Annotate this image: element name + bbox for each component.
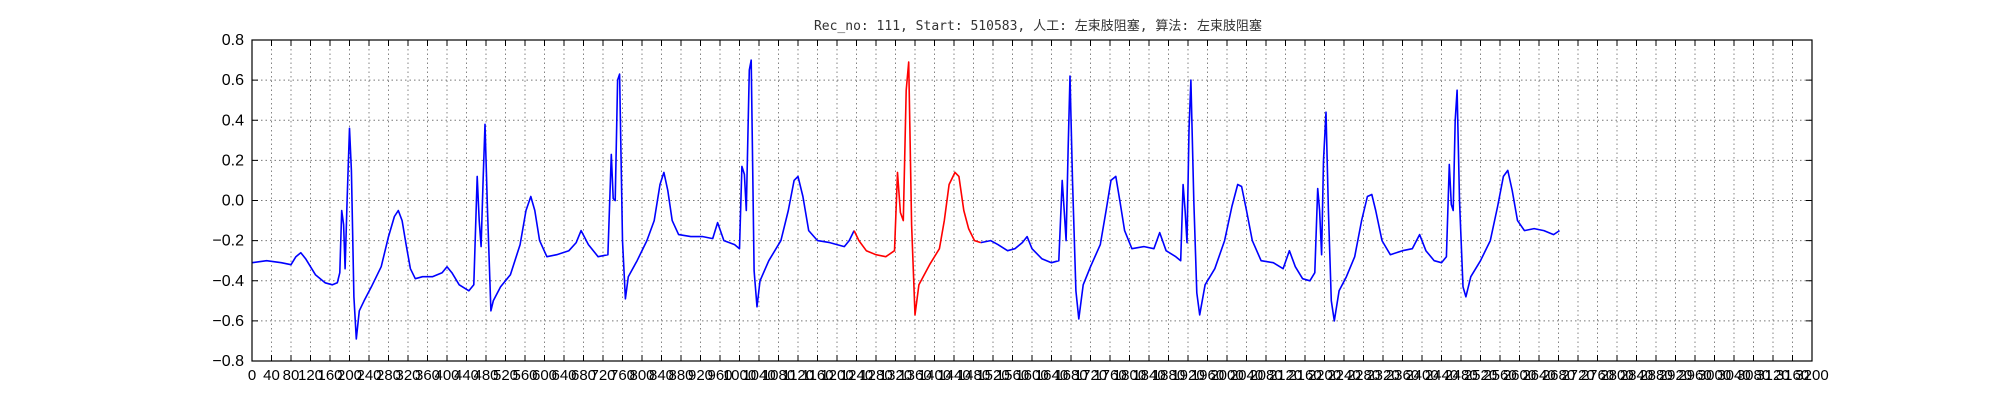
x-tick-label: 720: [590, 367, 615, 384]
x-tick-label: 440: [454, 367, 479, 384]
x-tick-label: 2040: [1230, 367, 1263, 384]
x-tick-label: 2080: [1249, 367, 1282, 384]
x-tick-label: 2920: [1659, 367, 1692, 384]
x-tick-label: 1040: [742, 367, 775, 384]
y-tick-label: 0.2: [222, 152, 244, 169]
x-tick-label: 1160: [801, 367, 833, 384]
y-tick-label: 0.6: [222, 72, 244, 89]
x-tick-label: 2000: [1210, 367, 1243, 384]
x-tick-label: 1080: [762, 367, 795, 384]
x-tick-label: 2800: [1600, 367, 1633, 384]
x-tick-label: 80: [283, 367, 300, 384]
x-tick-label: 480: [473, 367, 498, 384]
x-tick-label: 2440: [1425, 367, 1458, 384]
x-tick-label: 1240: [840, 367, 873, 384]
x-tick-label: 1880: [1152, 367, 1185, 384]
x-tick-label: 1600: [1015, 367, 1048, 384]
x-tick-label: 1480: [957, 367, 990, 384]
x-tick-label: 2120: [1269, 367, 1302, 384]
x-tick-label: 3120: [1756, 367, 1789, 384]
x-tick-label: 1800: [1113, 367, 1146, 384]
x-tick-label: 1200: [820, 367, 853, 384]
x-tick-label: 2680: [1542, 367, 1575, 384]
x-tick-label: 1760: [1093, 367, 1126, 384]
x-tick-label: 1960: [1191, 367, 1224, 384]
y-tick-label: −0.2: [212, 233, 244, 250]
x-tick-label: 3160: [1776, 367, 1809, 384]
x-tick-label: 880: [668, 367, 693, 384]
x-tick-label: 1120: [782, 367, 814, 384]
y-tick-label: −0.6: [212, 313, 244, 330]
x-tick-label: 560: [512, 367, 537, 384]
x-tick-label: 2840: [1620, 367, 1653, 384]
x-tick-label: 1640: [1035, 367, 1068, 384]
ecg-trace-0: [251, 59, 855, 340]
x-tick-label: 280: [376, 367, 401, 384]
x-tick-label: 2640: [1522, 367, 1555, 384]
x-tick-label: 200: [337, 367, 362, 384]
x-tick-label: 2880: [1639, 367, 1672, 384]
x-tick-label: 2520: [1464, 367, 1497, 384]
y-axis: −0.8 −0.6 −0.4 −0.2 0.0 0.2 0.4 0.6 0.8: [212, 32, 1812, 370]
x-tick-label: 840: [649, 367, 674, 384]
x-tick-label: 120: [298, 367, 323, 384]
x-tick-label: 1440: [937, 367, 970, 384]
x-tick-label: 2360: [1386, 367, 1419, 384]
x-tick-label: 2200: [1308, 367, 1341, 384]
x-tick-label: 400: [434, 367, 459, 384]
x-tick-label: 640: [551, 367, 576, 384]
y-tick-label: −0.8: [212, 353, 244, 370]
x-tick-label: 2600: [1503, 367, 1536, 384]
x-tick-label: 1320: [879, 367, 912, 384]
x-tick-label: 680: [571, 367, 596, 384]
x-tick-label: 520: [493, 367, 518, 384]
x-tick-label: 1680: [1054, 367, 1087, 384]
x-tick-label: 3080: [1737, 367, 1770, 384]
x-tick-label: 1520: [976, 367, 1009, 384]
x-tick-label: 1920: [1171, 367, 1204, 384]
y-tick-label: 0.8: [222, 32, 244, 49]
x-tick-label: 2320: [1366, 367, 1399, 384]
x-tick-label: 160: [317, 367, 342, 384]
x-tick-label: 2960: [1678, 367, 1711, 384]
x-tick-label: 2400: [1405, 367, 1438, 384]
x-tick-label: 2160: [1288, 367, 1321, 384]
x-tick-label: 2560: [1483, 367, 1516, 384]
x-tick-label: 1840: [1132, 367, 1165, 384]
x-tick-label: 1280: [859, 367, 892, 384]
x-tick-label: 600: [532, 367, 557, 384]
y-tick-label: 0.4: [222, 112, 244, 129]
series-group: [251, 59, 1560, 340]
y-tick-label: 0.0: [222, 193, 244, 210]
chart-title: Rec_no: 111, Start: 510583, 人工: 左束肢阻塞, 算…: [814, 18, 1262, 34]
x-tick-label: 800: [629, 367, 654, 384]
x-tick-label: 3000: [1698, 367, 1731, 384]
x-tick-label: 40: [263, 367, 280, 384]
x-tick-label: 320: [395, 367, 420, 384]
x-tick-label: 360: [415, 367, 440, 384]
x-axis: 0 40 8012016020024028032036040044048052056…: [248, 40, 1829, 384]
ecg-trace-2: [980, 75, 1560, 322]
x-tick-label: 2720: [1561, 367, 1594, 384]
x-tick-label: 1560: [996, 367, 1029, 384]
x-tick-label: 1720: [1074, 367, 1107, 384]
x-tick-label: 0: [248, 367, 256, 384]
ecg-trace-1: [853, 61, 982, 316]
x-tick-label: 2240: [1327, 367, 1360, 384]
x-tick-label: 240: [356, 367, 381, 384]
y-tick-label: −0.4: [212, 273, 244, 290]
grid: [252, 40, 1812, 361]
x-tick-label: 1000: [723, 367, 756, 384]
x-tick-label: 2480: [1444, 367, 1477, 384]
x-tick-label: 3200: [1795, 367, 1828, 384]
x-tick-label: 960: [707, 367, 732, 384]
x-tick-label: 3040: [1717, 367, 1750, 384]
x-tick-label: 1360: [898, 367, 931, 384]
x-tick-label: 760: [610, 367, 635, 384]
x-tick-label: 1400: [918, 367, 951, 384]
x-tick-label: 920: [688, 367, 713, 384]
x-tick-label: 2280: [1347, 367, 1380, 384]
x-tick-label: 2760: [1581, 367, 1614, 384]
